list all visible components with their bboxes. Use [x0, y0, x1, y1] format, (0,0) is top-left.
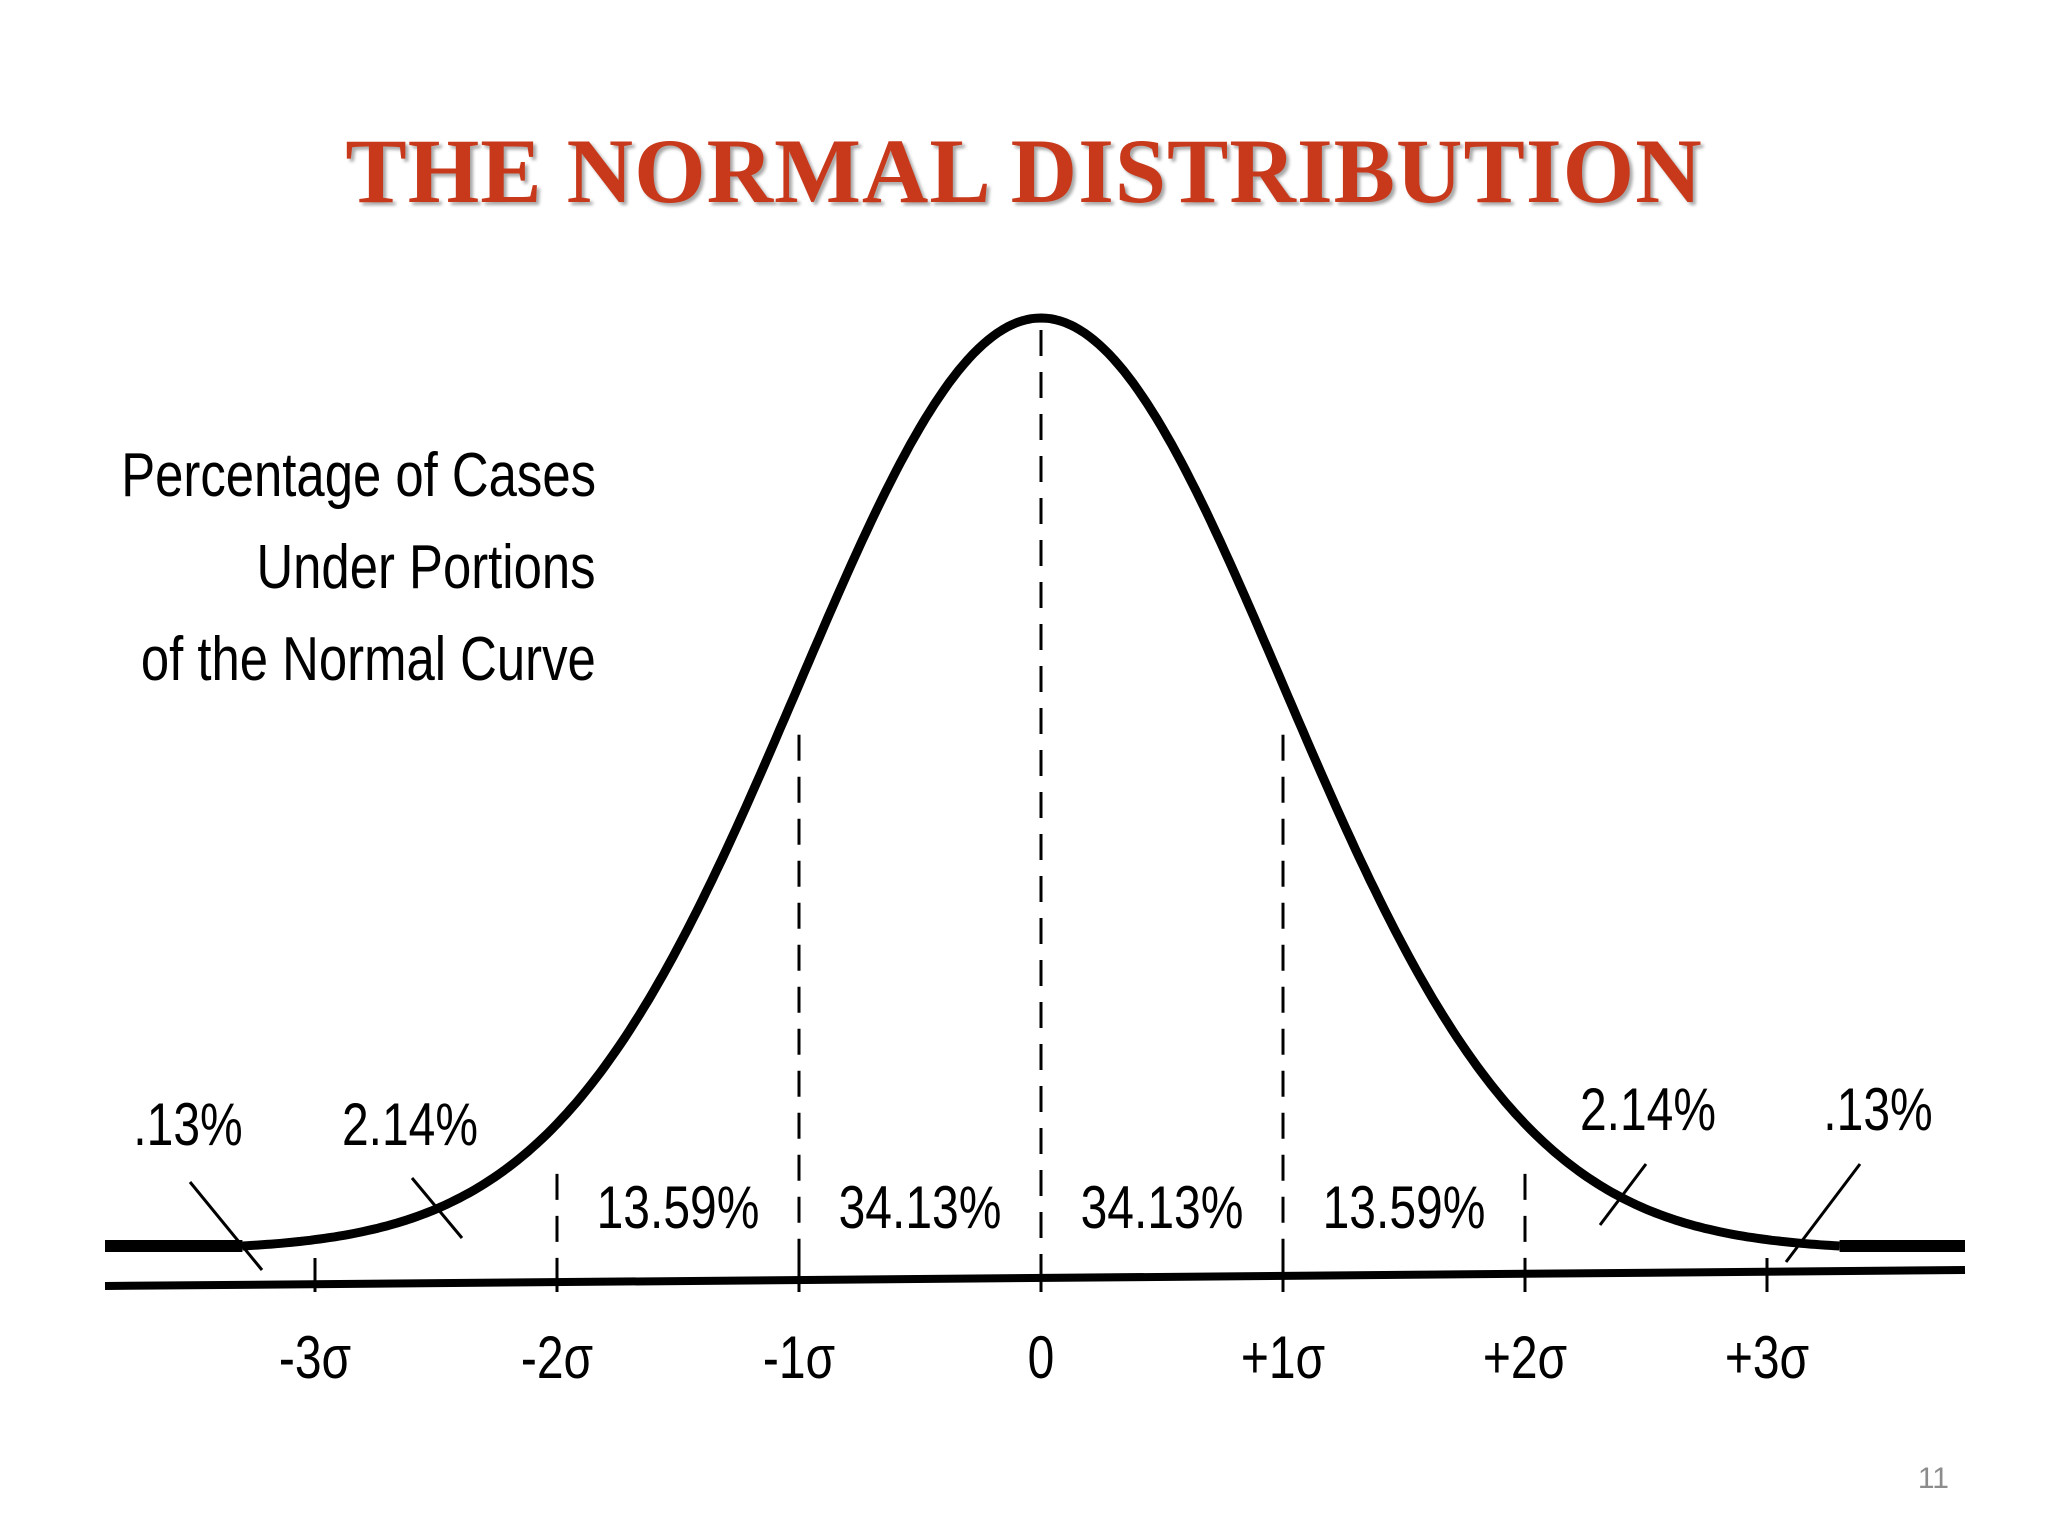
- tail-pointer-line: [188, 1181, 264, 1271]
- tail-percentage-label: 2.14%: [342, 1091, 478, 1158]
- region-percentage-label: 13.59%: [1323, 1174, 1486, 1241]
- caption-line-1: Percentage of Cases: [121, 441, 596, 510]
- sigma-axis-label: -1σ: [763, 1324, 835, 1391]
- sigma-axis-label: +3σ: [1725, 1324, 1809, 1391]
- sigma-axis-labels: -3σ -2σ -1σ 0 +1σ +2σ +3σ: [279, 1324, 1809, 1391]
- caption-line-2: Under Portions: [256, 533, 596, 602]
- tail-percentage-label: .13%: [133, 1091, 242, 1158]
- sigma-axis-label: -2σ: [521, 1324, 593, 1391]
- caption-line-3: of the Normal Curve: [141, 625, 596, 694]
- sigma-axis-label: 0: [1028, 1324, 1055, 1391]
- tail-percentage-label: .13%: [1823, 1076, 1932, 1143]
- slide-number: 11: [1917, 1462, 1949, 1495]
- tail-pointer-line: [1598, 1163, 1648, 1226]
- sigma-axis-label: -3σ: [279, 1324, 351, 1391]
- tail-pointer-lines: [188, 1163, 1862, 1271]
- region-percentage-labels: 34.13% 34.13% 13.59% 13.59%: [597, 1174, 1486, 1241]
- tail-percentage-labels: 2.14% .13% 2.14% .13%: [133, 1076, 1932, 1158]
- x-axis-line: [104, 1266, 1966, 1290]
- tail-percentage-label: 2.14%: [1580, 1076, 1716, 1143]
- sigma-axis-label: +2σ: [1483, 1324, 1567, 1391]
- region-percentage-label: 34.13%: [839, 1174, 1002, 1241]
- sigma-divider-lines: [555, 330, 1527, 1275]
- sigma-axis-label: +1σ: [1241, 1324, 1325, 1391]
- tail-pointer-line: [1784, 1163, 1862, 1263]
- baseline-axis: [104, 1258, 1966, 1292]
- region-percentage-label: 13.59%: [597, 1174, 760, 1241]
- region-percentage-label: 34.13%: [1081, 1174, 1244, 1241]
- bell-curve: [242, 313, 1840, 1251]
- slide-title: THE NORMAL DISTRIBUTION: [345, 120, 1703, 222]
- tail-pointer-line: [410, 1177, 464, 1239]
